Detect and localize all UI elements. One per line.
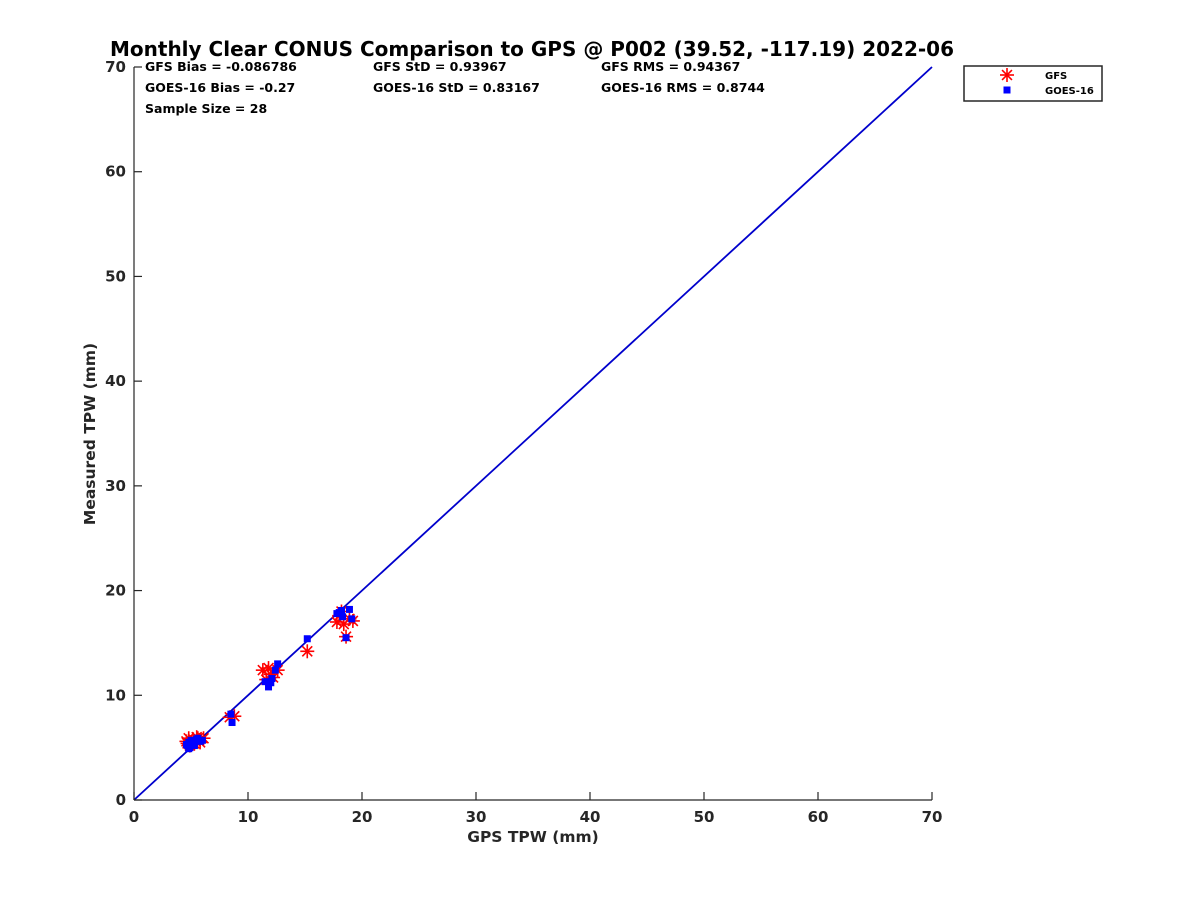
y-tick-label: 0 (116, 791, 126, 809)
goes-std-text: GOES-16 StD = 0.83167 (373, 80, 540, 95)
plot-area (133, 66, 933, 801)
goes16-point (342, 634, 350, 642)
gfs-point (300, 644, 315, 659)
legend-gfs-marker (1000, 68, 1014, 82)
x-tick-label: 40 (580, 808, 601, 826)
y-tick-label: 20 (105, 582, 126, 600)
y-tick-label: 40 (105, 372, 126, 390)
x-tick-label: 10 (238, 808, 259, 826)
x-tick-label: 50 (694, 808, 715, 826)
gfs-legend-asterisk (1000, 68, 1014, 82)
data-points-layer (179, 604, 360, 753)
legend-box (963, 65, 1103, 102)
y-axis-ticks: 0 10 20 30 40 50 60 70 (105, 58, 142, 809)
goes16-legend-square (1003, 86, 1011, 94)
y-tick-label: 30 (105, 477, 126, 495)
x-tick-label: 20 (352, 808, 373, 826)
gfs-bias-text: GFS Bias = -0.086786 (145, 59, 297, 74)
goes16-point (261, 678, 269, 686)
x-axis-label: GPS TPW (mm) (467, 828, 599, 846)
goes16-point (335, 609, 343, 617)
sample-size-text: Sample Size = 28 (145, 101, 267, 116)
y-tick-label: 60 (105, 163, 126, 181)
y-tick-label: 70 (105, 58, 126, 76)
gfs-rms-text: GFS RMS = 0.94367 (601, 59, 740, 74)
goes-rms-text: GOES-16 RMS = 0.8744 (601, 80, 765, 95)
legend-label-goes16: GOES-16 (1045, 86, 1094, 97)
goes-bias-text: GOES-16 Bias = -0.27 (145, 80, 295, 95)
x-tick-label: 30 (466, 808, 487, 826)
goes16-point (198, 736, 206, 744)
goes16-point (228, 719, 236, 727)
x-tick-label: 60 (808, 808, 829, 826)
goes16-point (194, 734, 202, 742)
legend-goes-marker (1003, 86, 1011, 94)
y-tick-label: 10 (105, 686, 126, 704)
gfs-std-text: GFS StD = 0.93967 (373, 59, 507, 74)
x-tick-label: 0 (129, 808, 139, 826)
goes16-point (227, 710, 235, 718)
goes16-point (190, 742, 198, 750)
goes16-point (339, 613, 347, 621)
goes16-point (271, 666, 279, 674)
goes16-point (184, 742, 192, 750)
goes16-point (274, 660, 282, 668)
y-axis-label: Measured TPW (mm) (81, 343, 99, 525)
y-tick-label: 50 (105, 267, 126, 285)
x-axis-ticks: 0 10 20 30 40 50 60 70 (129, 792, 943, 826)
goes16-point (265, 683, 273, 691)
goes16-point (267, 679, 275, 687)
x-tick-label: 70 (922, 808, 943, 826)
goes16-point (303, 635, 311, 643)
legend-label-gfs: GFS (1045, 71, 1067, 82)
goes16-point (345, 605, 353, 613)
goes16-point (268, 675, 276, 683)
stats-annotations: GFS Bias = -0.086786 GFS StD = 0.93967 G… (145, 59, 765, 116)
chart-title: Monthly Clear CONUS Comparison to GPS @ … (110, 37, 954, 61)
legend: GFS GOES-16 (963, 65, 1103, 102)
goes16-point (348, 615, 356, 623)
